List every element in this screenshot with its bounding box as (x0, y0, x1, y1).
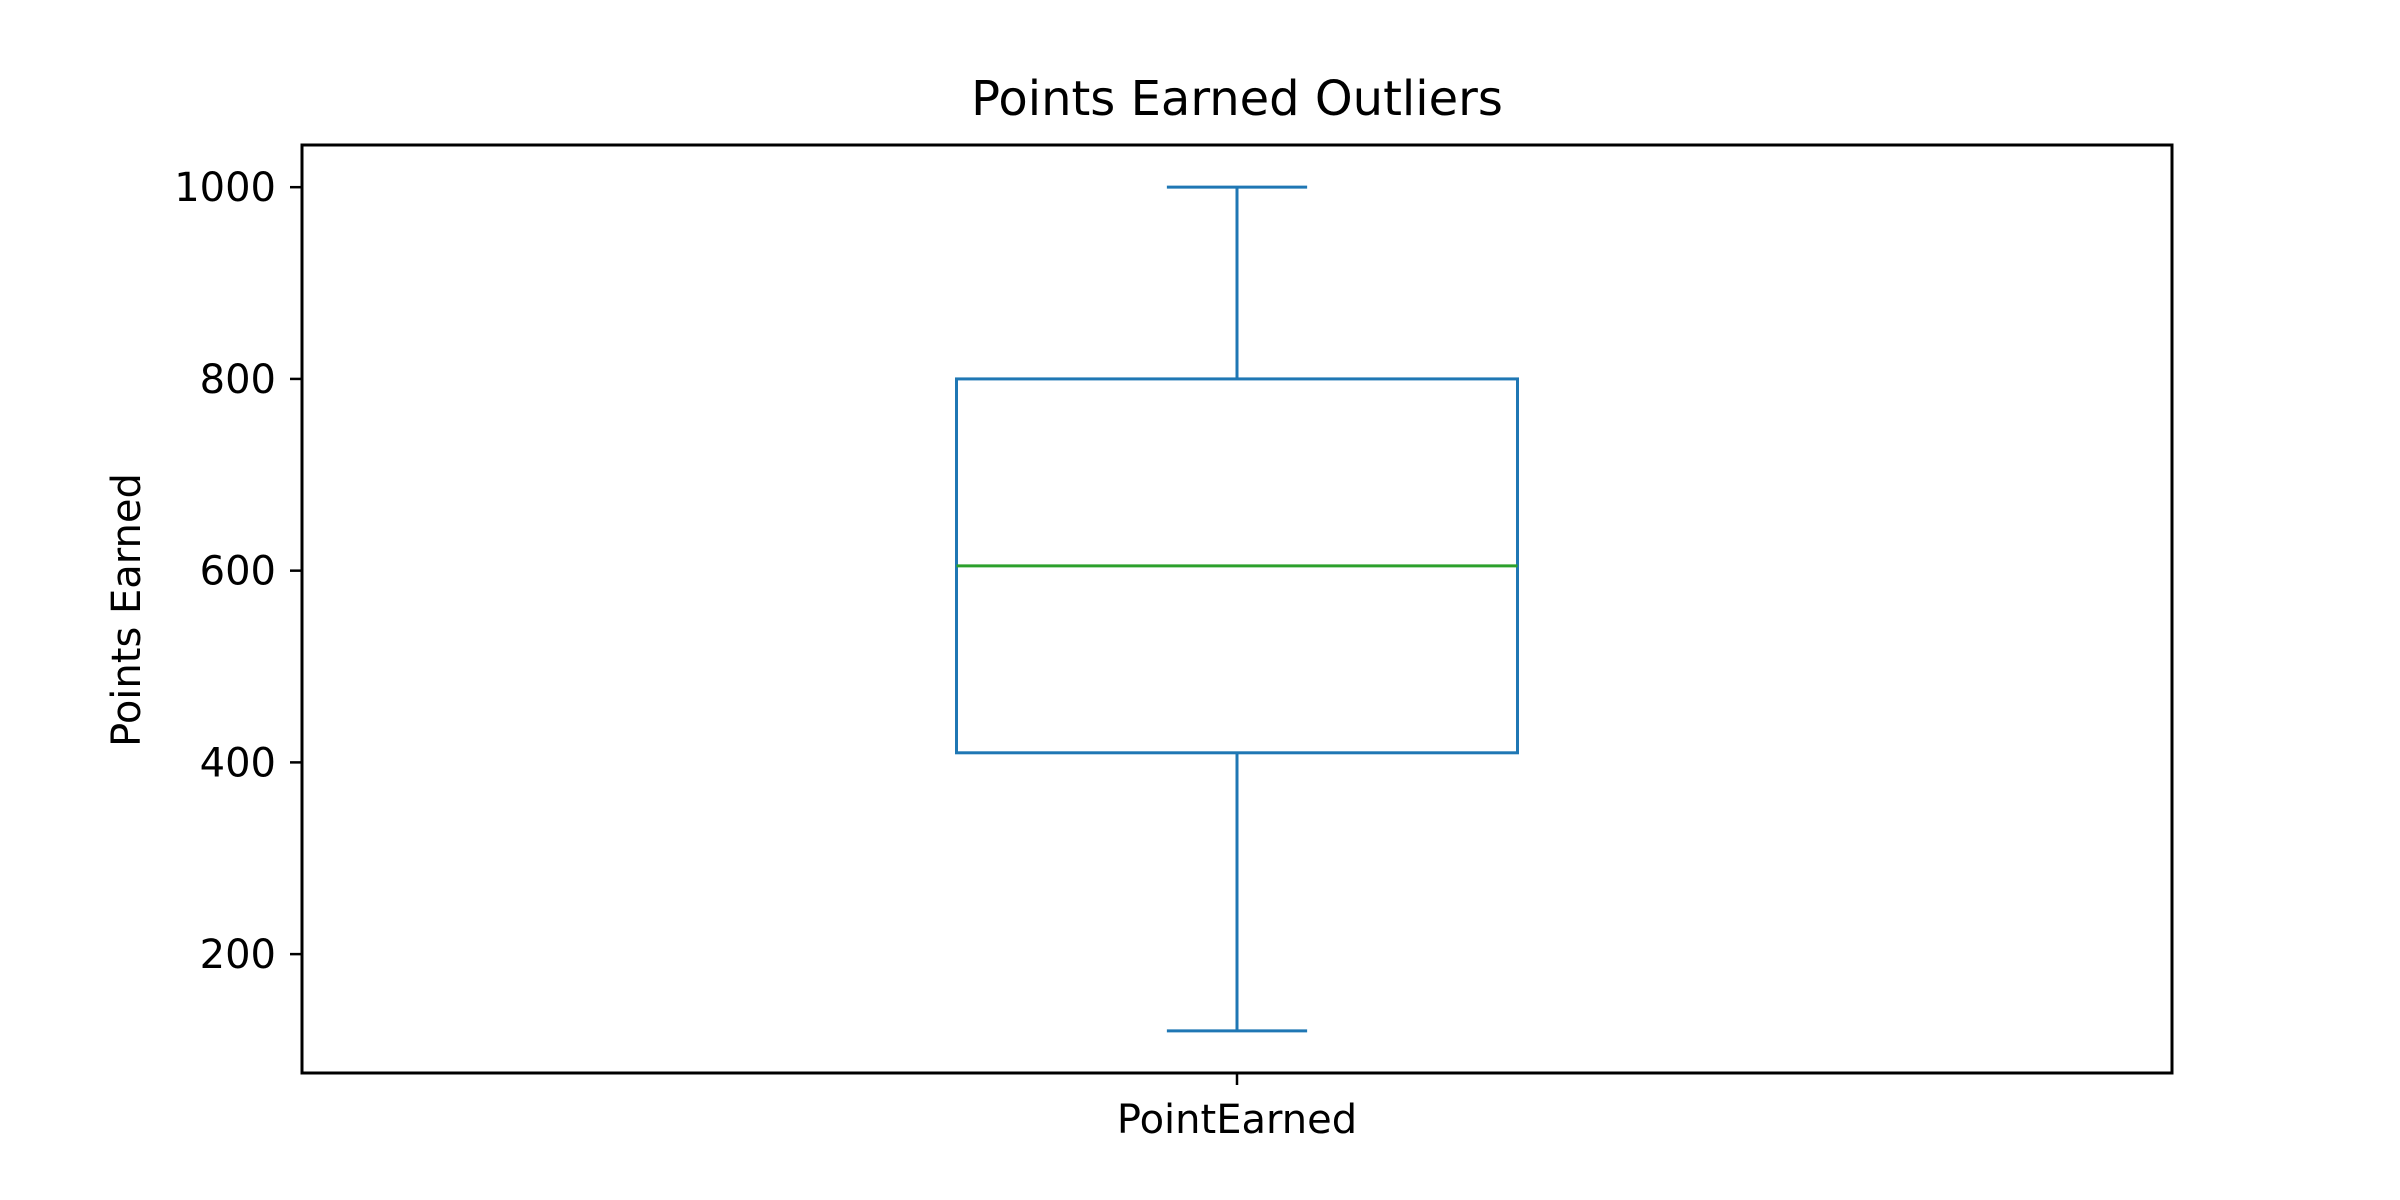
y-tick-label: 400 (200, 740, 276, 786)
x-tick-label: PointEarned (1117, 1097, 1357, 1143)
y-axis-label: Points Earned (104, 473, 150, 747)
chart-title: Points Earned Outliers (971, 71, 1503, 127)
y-tick-label: 1000 (174, 165, 276, 211)
plot-frame (300, 143, 2174, 1075)
y-tick-label: 600 (200, 549, 276, 595)
x-axis-ticks: PointEarned (1117, 1073, 1357, 1143)
y-tick-label: 200 (200, 932, 276, 978)
box-plot (955, 185, 1519, 1033)
y-tick-label: 800 (200, 357, 276, 403)
y-axis-ticks: 200 400 600 800 1000 (174, 165, 302, 978)
